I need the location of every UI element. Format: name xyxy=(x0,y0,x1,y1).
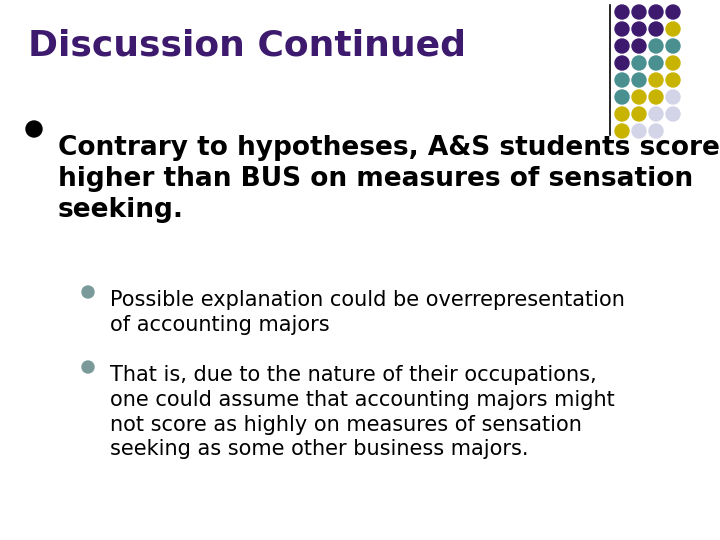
Circle shape xyxy=(615,73,629,87)
Circle shape xyxy=(649,107,663,121)
Circle shape xyxy=(632,90,646,104)
Circle shape xyxy=(649,5,663,19)
Circle shape xyxy=(632,73,646,87)
Circle shape xyxy=(666,5,680,19)
Circle shape xyxy=(632,107,646,121)
Circle shape xyxy=(632,56,646,70)
Circle shape xyxy=(615,124,629,138)
Circle shape xyxy=(649,73,663,87)
Circle shape xyxy=(649,39,663,53)
Circle shape xyxy=(615,90,629,104)
Circle shape xyxy=(632,5,646,19)
Circle shape xyxy=(615,5,629,19)
Circle shape xyxy=(82,286,94,298)
Circle shape xyxy=(666,73,680,87)
Circle shape xyxy=(649,90,663,104)
Text: Possible explanation could be overrepresentation
of accounting majors: Possible explanation could be overrepres… xyxy=(110,290,625,335)
Circle shape xyxy=(649,22,663,36)
Circle shape xyxy=(632,39,646,53)
Circle shape xyxy=(615,39,629,53)
Circle shape xyxy=(649,124,663,138)
Circle shape xyxy=(615,22,629,36)
Circle shape xyxy=(666,39,680,53)
Text: Discussion Continued: Discussion Continued xyxy=(28,28,466,62)
Circle shape xyxy=(632,124,646,138)
Circle shape xyxy=(615,56,629,70)
Circle shape xyxy=(666,107,680,121)
Text: That is, due to the nature of their occupations,
one could assume that accountin: That is, due to the nature of their occu… xyxy=(110,365,615,460)
Circle shape xyxy=(632,22,646,36)
Circle shape xyxy=(649,56,663,70)
Circle shape xyxy=(666,22,680,36)
Text: Contrary to hypotheses, A&S students scored
higher than BUS on measures of sensa: Contrary to hypotheses, A&S students sco… xyxy=(58,135,720,223)
Circle shape xyxy=(666,90,680,104)
Circle shape xyxy=(26,121,42,137)
Circle shape xyxy=(82,361,94,373)
Circle shape xyxy=(615,107,629,121)
Circle shape xyxy=(666,56,680,70)
